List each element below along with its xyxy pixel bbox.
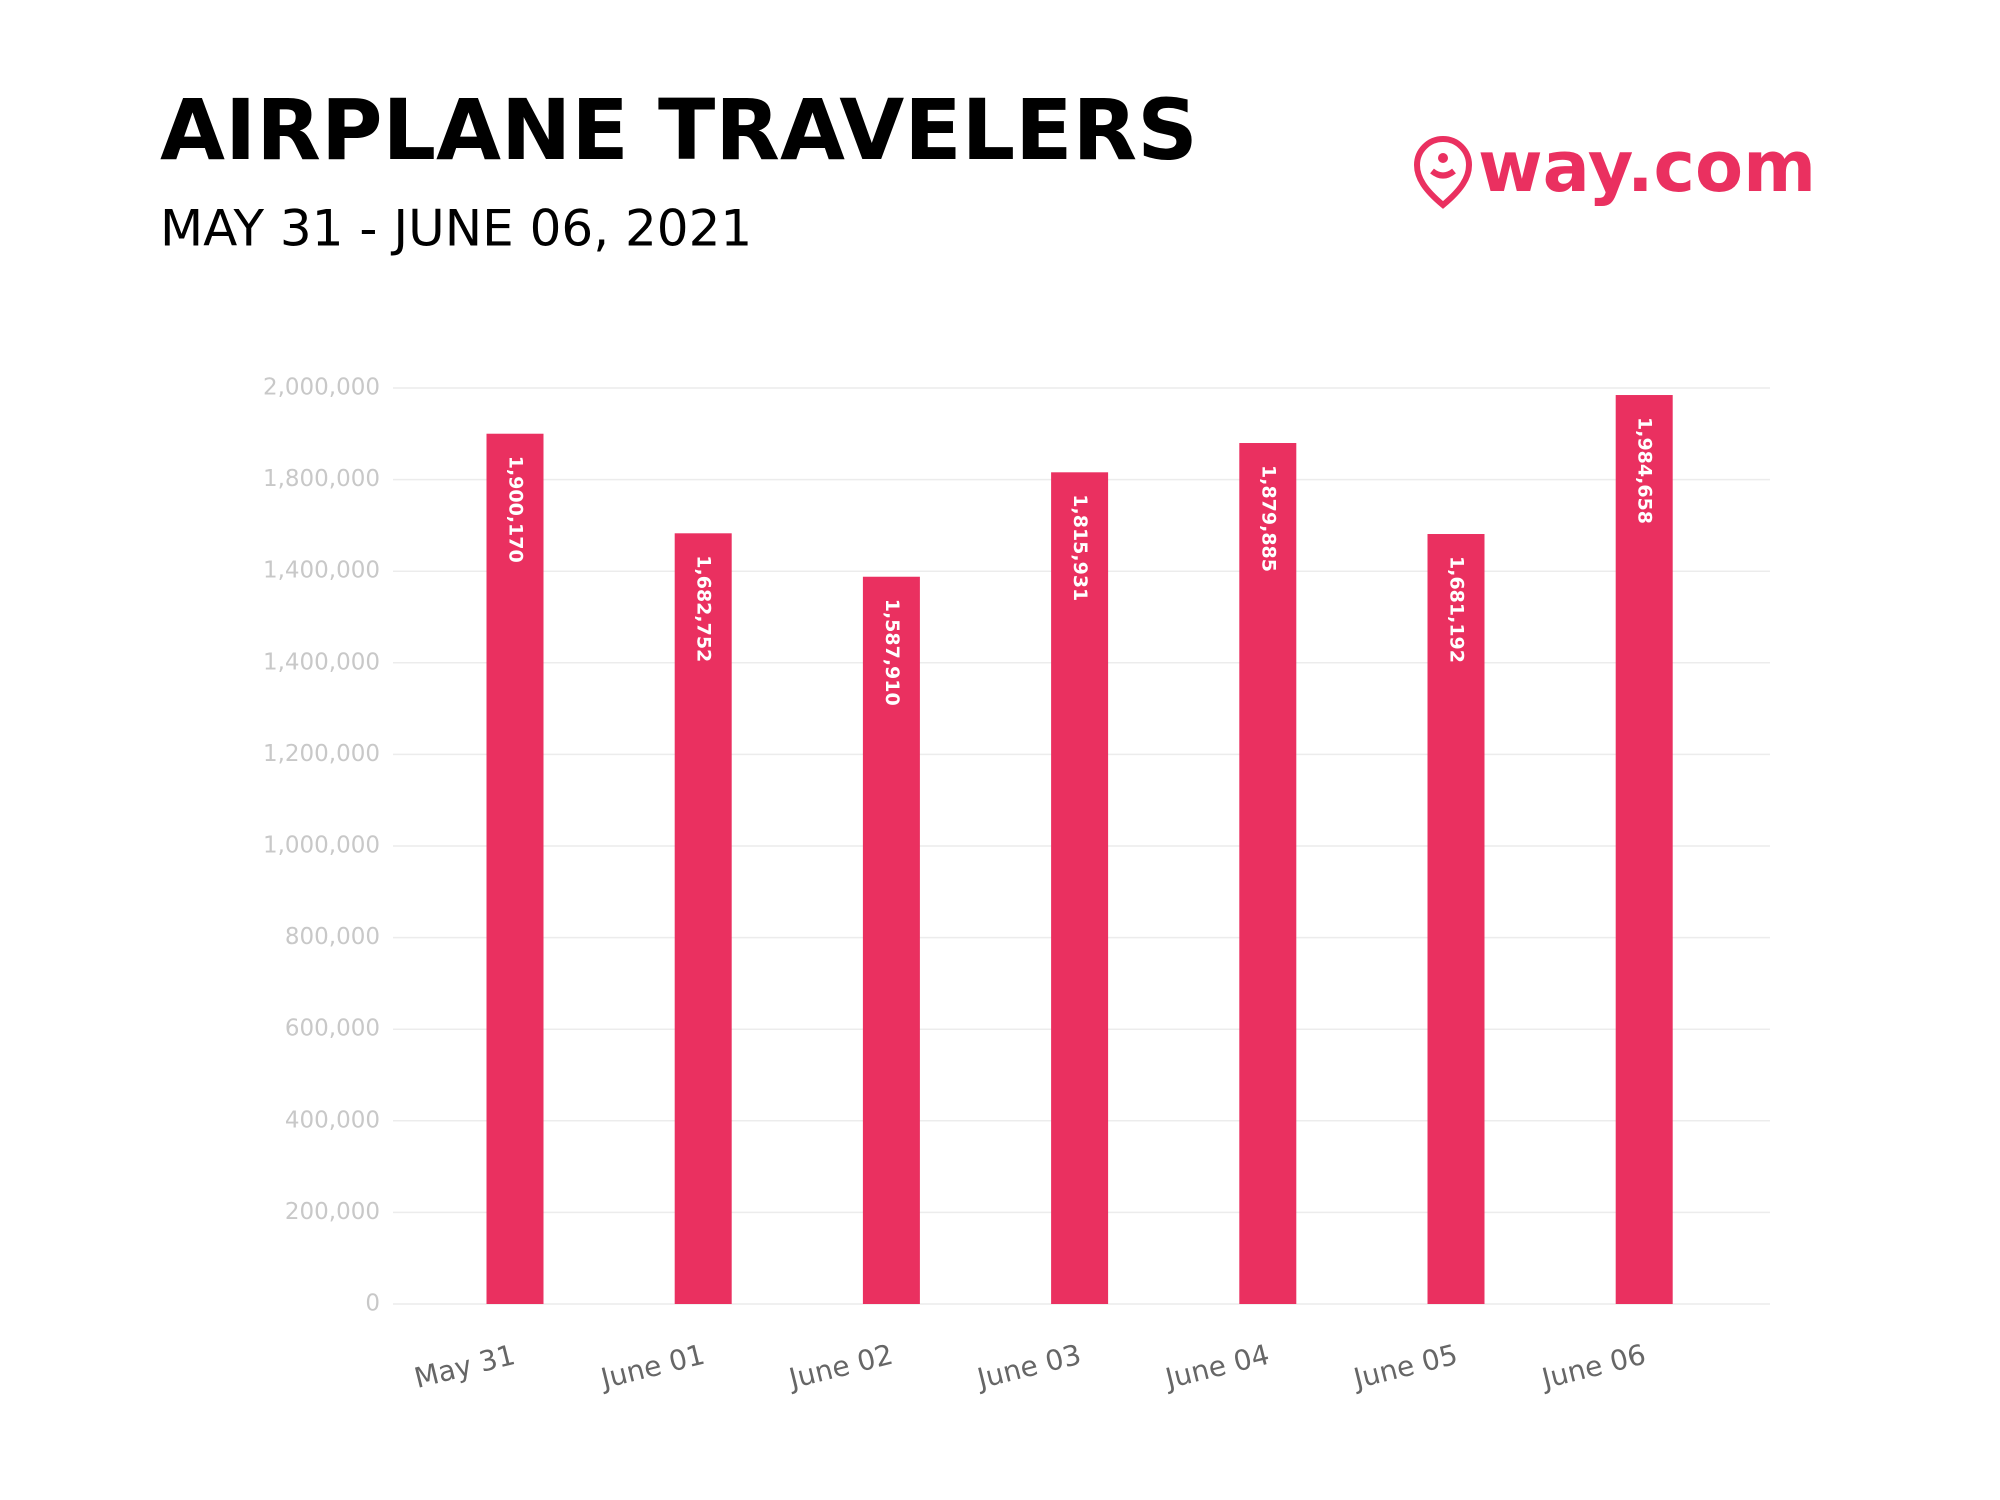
x-tick-label: June 01 [596,1338,708,1396]
y-tick-label: 1,200,000 [263,741,380,767]
y-tick-label: 400,000 [285,1107,380,1133]
bar [1427,534,1485,1304]
bar [1239,443,1297,1304]
bar [674,533,732,1304]
value-label: 1,681,192 [1446,556,1468,663]
value-label: 1,682,752 [693,555,715,662]
bar [862,576,920,1304]
y-tick-label: 1,400,000 [263,558,380,584]
x-tick-label: May 31 [411,1338,518,1395]
y-tick-label: 1,800,000 [263,466,380,492]
value-label: 1,587,910 [881,599,903,706]
logo-icon [1413,136,1473,209]
x-tick-label: June 03 [972,1338,1084,1396]
x-tick-label: June 06 [1537,1338,1649,1396]
y-tick-label: 2,000,000 [263,375,380,401]
y-tick-label: 0 [365,1291,380,1317]
bar [486,433,544,1304]
x-tick-label: June 04 [1160,1338,1272,1396]
y-tick-label: 600,000 [285,1016,380,1042]
y-tick-label: 1,400,000 [263,649,380,675]
chart-title: AIRPLANE TRAVELERS [160,81,1198,179]
chart-subtitle: MAY 31 - JUNE 06, 2021 [160,200,752,258]
value-label: 1,879,885 [1257,465,1279,572]
x-tick-label: June 05 [1349,1338,1461,1396]
bar [1615,395,1673,1305]
value-label: 1,900,170 [505,456,527,563]
value-label: 1,984,658 [1634,417,1656,524]
logo-text: way.com [1478,126,1816,208]
y-tick-label: 1,000,000 [263,833,380,859]
y-tick-label: 200,000 [285,1199,380,1225]
y-tick-label: 800,000 [285,924,380,950]
bar [1051,472,1109,1304]
x-tick-label: June 02 [784,1338,896,1396]
value-label: 1,815,931 [1069,494,1091,601]
